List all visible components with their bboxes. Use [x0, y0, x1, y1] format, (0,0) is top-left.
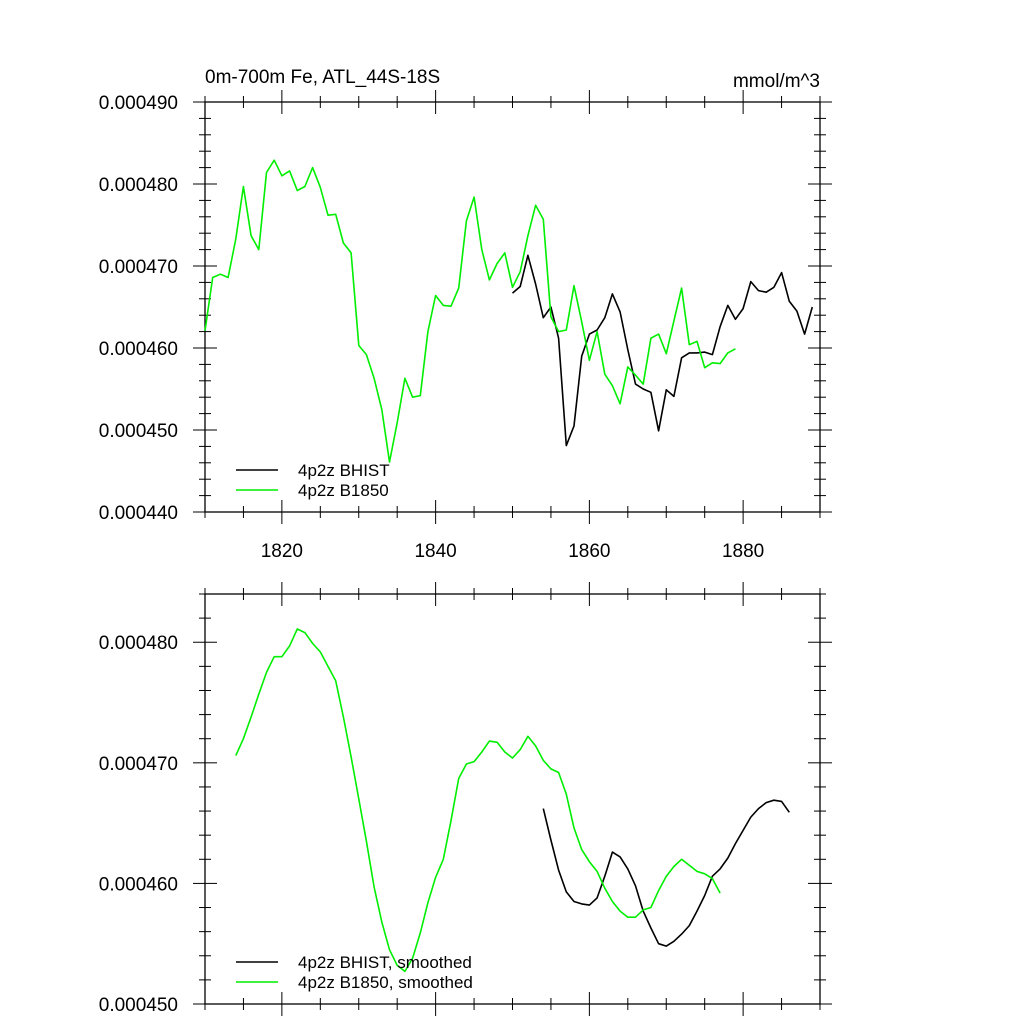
y-tick-label: 0.000440	[99, 503, 178, 524]
top-y-tick-labels: 0.000440 0.000450 0.000460 0.000470 0.000480…	[99, 93, 178, 524]
y-tick-label: 0.000460	[99, 874, 178, 895]
top-legend: 4p2z BHIST 4p2z B1850	[236, 461, 390, 500]
series-line-b1850	[204, 159, 736, 463]
x-tick-label: 1820	[261, 541, 303, 562]
y-tick-label: 0.000460	[99, 339, 178, 360]
y-tick-label: 0.000470	[99, 257, 178, 278]
y-tick-label: 0.000450	[99, 421, 178, 442]
top-legend-label-b1850: 4p2z B1850	[298, 481, 389, 500]
y-tick-label: 0.000480	[99, 175, 178, 196]
y-tick-label: 0.000480	[99, 633, 178, 654]
bottom-plot-frame	[204, 593, 821, 1005]
top-ticks	[193, 90, 832, 524]
top-panel: 0m-700m Fe, ATL_44S-18S mmol/m^3 0.00044…	[99, 67, 832, 562]
series-line-bhist	[542, 799, 790, 947]
x-tick-label: 1860	[568, 541, 610, 562]
bottom-ticks	[193, 582, 832, 1016]
y-tick-label: 0.000450	[99, 995, 178, 1016]
top-chart-units: mmol/m^3	[733, 71, 820, 92]
series-line-b1850	[235, 628, 721, 973]
x-tick-label: 1840	[414, 541, 456, 562]
series-line-bhist	[511, 254, 814, 447]
top-chart-title: 0m-700m Fe, ATL_44S-18S	[205, 67, 440, 88]
bottom-series-lines	[235, 628, 790, 973]
top-legend-label-bhist: 4p2z BHIST	[298, 461, 390, 480]
y-tick-label: 0.000490	[99, 93, 178, 114]
y-tick-label: 0.000470	[99, 754, 178, 775]
x-tick-label: 1880	[722, 541, 764, 562]
top-series-lines	[204, 159, 814, 463]
bottom-y-tick-labels: 0.000450 0.000460 0.000470 0.000480	[99, 633, 178, 1016]
bottom-legend-label-bhist: 4p2z BHIST, smoothed	[298, 953, 472, 972]
bottom-panel: 0.000450 0.000460 0.000470 0.000480 4p2z BH…	[99, 582, 832, 1016]
top-x-tick-labels: 1820 1840 1860 1880	[261, 541, 765, 562]
bottom-legend: 4p2z BHIST, smoothed 4p2z B1850, smoothe…	[236, 953, 473, 992]
bottom-legend-label-b1850: 4p2z B1850, smoothed	[298, 973, 473, 992]
